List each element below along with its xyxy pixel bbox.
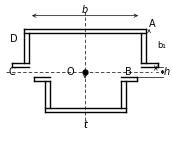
Text: h: h [164, 67, 170, 77]
Text: b: b [82, 5, 88, 15]
Text: C: C [8, 67, 15, 77]
Text: t: t [83, 120, 87, 130]
Text: A: A [149, 19, 156, 29]
Text: D: D [10, 34, 18, 44]
Text: b₁: b₁ [157, 41, 166, 50]
Text: B: B [125, 67, 132, 77]
Text: O: O [67, 67, 74, 77]
